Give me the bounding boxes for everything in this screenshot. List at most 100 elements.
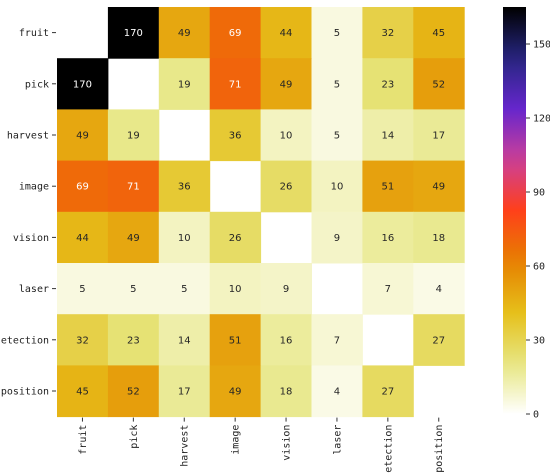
cell-value-position-image: 49 (229, 387, 242, 398)
heatmap-cell-pick-laser (311, 58, 363, 110)
heatmap-cell-detection-position (413, 314, 465, 366)
heatmap-cell-harvest-image (209, 109, 262, 162)
heatmap-cell-fruit-laser (311, 7, 363, 59)
cell-value-harvest-pick: 19 (127, 131, 140, 142)
heatmap-cell-position-harvest (158, 365, 211, 418)
cell-value-detection-position: 27 (432, 335, 445, 346)
cell-value-pick-harvest: 19 (178, 79, 191, 90)
colorbar-ticks: 0 30 60 90 120 150 (526, 40, 550, 421)
x-tick-label-image: image (231, 425, 242, 455)
cell-value-image-laser: 10 (331, 182, 344, 193)
heatmap-cell-pick-harvest (158, 58, 211, 110)
heatmap-cell-position-vision (260, 365, 312, 418)
cell-value-detection-laser: 7 (334, 335, 340, 346)
cell-value-pick-fruit: 170 (73, 79, 92, 90)
heatmap-cell-laser-vision (260, 263, 312, 315)
cell-value-pick-vision: 49 (280, 79, 293, 90)
heatmap-cell-image-detection (362, 160, 414, 213)
heatmap-cell-image-pick (107, 160, 160, 213)
colorbar-tick-label-0: 0 (533, 410, 539, 421)
cell-value-harvest-vision: 10 (280, 131, 293, 142)
y-tick-label-pick: pick (25, 79, 49, 90)
colorbar-tick-label-30: 30 (533, 336, 545, 347)
heatmap-cell-image-fruit (57, 160, 109, 213)
cell-value-vision-pick: 49 (127, 233, 140, 244)
cell-value-image-position: 49 (432, 182, 445, 193)
cell-value-image-detection: 51 (381, 182, 394, 193)
cell-value-vision-laser: 9 (334, 233, 340, 244)
cell-value-laser-harvest: 5 (181, 284, 187, 295)
heatmap-cell-fruit-position (413, 7, 465, 59)
heatmap-cell-harvest-detection (362, 109, 414, 162)
heatmap-cell-fruit-harvest (158, 7, 211, 59)
heatmap-cell-harvest-position (413, 109, 465, 162)
heatmap-cell-vision-laser (311, 211, 363, 264)
heatmap-cell-image-position (413, 160, 465, 213)
cell-value-detection-fruit: 32 (76, 335, 89, 346)
cell-value-laser-image: 10 (229, 284, 242, 295)
x-axis: fruit pick harvest image vision laser detectio… (78, 417, 445, 473)
heatmap-cell-position-detection (362, 365, 414, 418)
cell-value-laser-position: 4 (436, 284, 442, 295)
cell-value-pick-laser: 5 (334, 79, 340, 90)
x-tick-label-detection: detection (383, 425, 394, 473)
colorbar-tick-label-120: 120 (533, 114, 550, 125)
cell-value-image-fruit: 69 (76, 182, 89, 193)
y-axis: fruit pick harvest image vision laser detectio… (0, 28, 56, 398)
heatmap-cell-laser-fruit (57, 263, 109, 315)
cell-value-detection-vision: 16 (280, 335, 293, 346)
heatmap-cell-pick-position (413, 58, 465, 110)
colorbar: 0 30 60 90 120 150 (503, 7, 550, 421)
cell-value-pick-position: 52 (432, 79, 445, 90)
cell-value-pick-detection: 23 (381, 79, 394, 90)
cell-value-harvest-laser: 5 (334, 131, 340, 142)
cell-value-laser-vision: 9 (283, 284, 289, 295)
cell-value-laser-pick: 5 (130, 284, 136, 295)
cell-value-fruit-laser: 5 (334, 28, 340, 39)
heatmap-cell-pick-image (209, 58, 262, 110)
heatmap-cell-fruit-image (209, 7, 262, 59)
heatmap-cell-harvest-fruit (57, 109, 109, 162)
colorbar-gradient (503, 7, 526, 414)
cell-value-laser-fruit: 5 (79, 284, 85, 295)
cell-value-laser-detection: 7 (385, 284, 391, 295)
heatmap-cell-image-harvest (158, 160, 211, 213)
colorbar-tick-label-90: 90 (533, 188, 545, 199)
heatmap-cells (57, 7, 465, 418)
cell-value-position-laser: 4 (334, 387, 340, 398)
heatmap-cell-fruit-detection (362, 7, 414, 59)
heatmap-cell-laser-harvest (158, 263, 211, 315)
cell-value-position-pick: 52 (127, 387, 140, 398)
heatmap-cell-position-image (209, 365, 262, 418)
heatmap-cell-position-laser (311, 365, 363, 418)
cell-value-pick-image: 71 (229, 79, 242, 90)
cell-value-vision-fruit: 44 (76, 233, 89, 244)
cell-value-position-fruit: 45 (76, 387, 89, 398)
cell-value-harvest-image: 36 (229, 131, 242, 142)
heatmap-cell-vision-pick (107, 211, 160, 264)
heatmap-cell-position-fruit (57, 365, 109, 418)
x-tick-label-laser: laser (332, 425, 343, 455)
heatmap-cell-image-laser (311, 160, 363, 213)
heatmap-cell-vision-position (413, 211, 465, 264)
cell-value-position-detection: 27 (381, 387, 394, 398)
heatmap-cell-laser-image (209, 263, 262, 315)
heatmap-cell-detection-vision (260, 314, 312, 366)
heatmap-cell-vision-harvest (158, 211, 211, 264)
heatmap-cell-harvest-vision (260, 109, 312, 162)
heatmap-cell-pick-fruit (57, 58, 109, 110)
heatmap-cell-vision-detection (362, 211, 414, 264)
cell-value-image-vision: 26 (280, 182, 293, 193)
cell-value-fruit-position: 45 (432, 28, 445, 39)
cell-value-position-harvest: 17 (178, 387, 191, 398)
cell-value-image-pick: 71 (127, 182, 140, 193)
x-tick-label-pick: pick (129, 425, 140, 449)
heatmap-cell-detection-pick (107, 314, 160, 366)
heatmap-cell-laser-detection (362, 263, 414, 315)
y-tick-label-detection: detection (0, 335, 49, 346)
y-tick-label-fruit: fruit (19, 28, 49, 39)
heatmap-cell-harvest-pick (107, 109, 160, 162)
heatmap-cell-harvest-laser (311, 109, 363, 162)
heatmap-cell-pick-vision (260, 58, 312, 110)
